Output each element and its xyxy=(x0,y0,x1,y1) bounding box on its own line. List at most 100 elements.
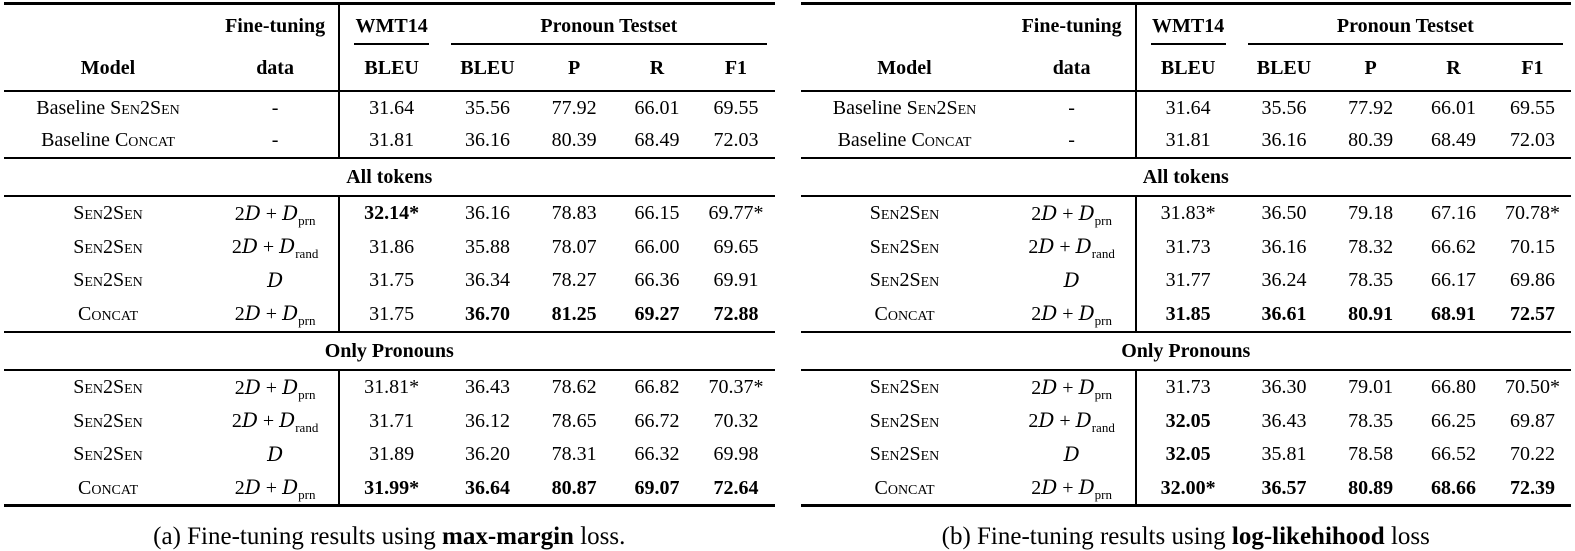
value-cell: 31.81 xyxy=(1134,124,1240,158)
value-cell: 78.31 xyxy=(551,443,597,466)
results-table-b: Fine-tuning WMT14 Pronoun Testset Model … xyxy=(800,2,1572,508)
value-cell: 72.88 xyxy=(713,302,759,325)
caption-text: (b) Fine-tuning results using xyxy=(941,523,1232,551)
dataset-symbol: D xyxy=(244,475,261,500)
value-cell: 36.34 xyxy=(464,269,510,292)
value-cell: 68.91 xyxy=(1430,302,1476,325)
model-name: Concat xyxy=(874,476,935,499)
model-cell: Baseline Concat xyxy=(41,129,175,152)
value-cell: 70.15 xyxy=(1509,235,1555,258)
results-table-a: Fine-tuning WMT14 Pronoun Testset Model … xyxy=(4,2,775,508)
table-row: Concat 2D + Dprn 31.99* 36.64 80.87 69.07 72.6… xyxy=(4,471,775,506)
value-cell: 36.50 xyxy=(1261,202,1307,225)
model-name: Concat xyxy=(874,302,935,325)
finetuning-data-cell: 2D + Dprn xyxy=(212,297,339,331)
value-cell: 36.20 xyxy=(464,443,510,466)
dataset-subscript: rand xyxy=(1091,246,1115,262)
dataset-symbol: D xyxy=(279,408,296,433)
value-cell: 80.89 xyxy=(1348,476,1394,499)
value-cell: 32.05 xyxy=(1134,404,1240,438)
value-cell: 32.05 xyxy=(1134,437,1240,472)
model-cell: Baseline Concat xyxy=(837,129,972,152)
cmidrule-pronoun xyxy=(451,43,767,46)
table-row: Sen2Sen 2D + Drand 31.71 36.12 78.65 66.72 70.… xyxy=(4,404,775,438)
header-row-rules xyxy=(801,41,1572,53)
value-cell: 35.88 xyxy=(464,235,510,258)
dataset-subscript: prn xyxy=(298,313,316,329)
model-name: Sen2Sen xyxy=(73,443,143,466)
value-cell: 36.16 xyxy=(464,129,510,152)
value-cell: 31.85 xyxy=(1134,297,1240,332)
value-cell: 66.52 xyxy=(1430,443,1476,466)
finetuning-data-formula: D xyxy=(1064,442,1080,466)
model-cell: Sen2Sen xyxy=(4,404,212,437)
dataset-symbol: D xyxy=(1041,301,1058,326)
value-cell: 77.92 xyxy=(1348,96,1394,119)
model-cell: Concat xyxy=(801,297,1009,331)
model-name: Sen2Sen xyxy=(906,96,977,119)
finetuning-data-formula: 2D + Dprn xyxy=(1031,301,1112,329)
value-cell: 66.01 xyxy=(634,96,680,119)
finetuning-data-cell: 2D + Drand xyxy=(1009,404,1136,437)
section-band: All tokens xyxy=(800,156,1571,197)
header-row-columns: Model data BLEU BLEU P R F1 xyxy=(4,52,775,92)
model-name: Sen2Sen xyxy=(110,96,180,119)
value-cell: 36.43 xyxy=(464,376,510,399)
dataset-symbol: D xyxy=(1041,475,1058,500)
col-header-finetuning: Fine-tuning xyxy=(1021,15,1122,37)
caption-text: (a) Fine-tuning results using xyxy=(153,523,443,551)
value-cell: 36.30 xyxy=(1261,376,1307,399)
value-cell: 67.16 xyxy=(1430,202,1476,225)
finetuning-data-formula: 2D + Drand xyxy=(1028,408,1115,436)
value-cell: 69.65 xyxy=(713,235,759,258)
model-name: Sen2Sen xyxy=(73,269,143,292)
dataset-symbol: D xyxy=(1041,200,1058,225)
value-cell: 70.22 xyxy=(1509,443,1555,466)
value-cell: 31.83* xyxy=(1134,195,1240,231)
col-header-wmt-bleu: BLEU xyxy=(338,52,444,92)
dataset-subscript: rand xyxy=(295,420,319,436)
value-cell: 66.82 xyxy=(634,376,680,399)
col-header-f1: F1 xyxy=(1493,52,1571,92)
dataset-subscript: rand xyxy=(1091,420,1115,436)
dataset-symbol: D xyxy=(1041,374,1058,399)
value-cell: 36.16 xyxy=(1261,129,1307,152)
value-cell: 35.81 xyxy=(1261,443,1307,466)
value-cell: 66.17 xyxy=(1430,269,1476,292)
model-cell: Concat xyxy=(4,471,212,506)
value-cell: 72.03 xyxy=(713,129,759,152)
value-cell: 78.58 xyxy=(1348,443,1394,466)
finetuning-data-cell: - xyxy=(1009,124,1136,157)
value-cell: 36.43 xyxy=(1261,409,1307,432)
cmidrule-wmt14 xyxy=(1150,43,1226,46)
finetuning-data-formula: 2D + Drand xyxy=(231,234,319,262)
table-row: Baseline Concat - 31.81 36.16 80.39 68.49 72.0… xyxy=(801,124,1572,158)
dataset-symbol: D xyxy=(279,234,296,259)
value-cell: 31.89 xyxy=(338,437,444,472)
section-title: All tokens xyxy=(800,156,1571,197)
value-cell: 31.73 xyxy=(1134,230,1240,264)
value-cell: 78.07 xyxy=(551,235,597,258)
model-cell: Concat xyxy=(801,471,1009,506)
finetuning-data-cell: 2D + Drand xyxy=(1009,230,1136,263)
finetuning-data-formula: 2D + Drand xyxy=(231,408,319,436)
value-cell: 32.00* xyxy=(1134,471,1240,506)
panel-b: Fine-tuning WMT14 Pronoun Testset Model … xyxy=(800,2,1572,551)
col-header-pronoun-testset: Pronoun Testset xyxy=(540,15,678,37)
section-band: Only Pronouns xyxy=(800,330,1571,371)
value-cell: 31.75 xyxy=(338,263,444,298)
finetuning-data-cell: - xyxy=(212,124,339,157)
caption-suffix: loss xyxy=(1384,523,1430,551)
finetuning-data-cell: 2D + Dprn xyxy=(1009,196,1136,230)
value-cell: 36.61 xyxy=(1261,302,1307,325)
cmidrule-pronoun xyxy=(1247,43,1563,46)
table-row: Baseline Sen2Sen - 31.64 35.56 77.92 66.01 69.… xyxy=(801,90,1572,125)
finetuning-data-cell: 2D + Dprn xyxy=(1009,370,1136,404)
dataset-symbol: D xyxy=(1075,234,1092,259)
value-cell: 66.15 xyxy=(634,202,680,225)
value-cell: 66.62 xyxy=(1430,235,1476,258)
finetuning-data-formula: D xyxy=(267,268,283,292)
value-cell: 66.25 xyxy=(1430,409,1476,432)
value-cell: 66.32 xyxy=(634,443,680,466)
